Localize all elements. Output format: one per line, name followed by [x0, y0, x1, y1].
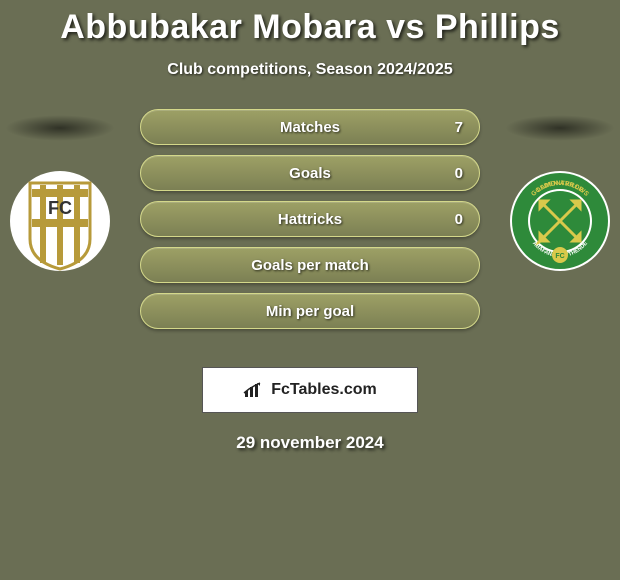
- stat-row-matches: Matches 7: [140, 109, 480, 145]
- stat-label: Goals: [289, 165, 331, 182]
- stat-right-value: 0: [455, 211, 463, 228]
- comparison-subtitle: Club competitions, Season 2024/2025: [0, 61, 620, 79]
- stat-right-value: 0: [455, 165, 463, 182]
- attribution-text: FcTables.com: [271, 381, 377, 399]
- left-player-column: FC: [0, 109, 120, 271]
- left-badge-icon: FC: [10, 171, 110, 271]
- svg-text:FC: FC: [555, 253, 564, 260]
- attribution-badge: FcTables.com: [202, 367, 418, 413]
- svg-text:FC: FC: [48, 198, 72, 218]
- bar-chart-icon: [243, 381, 265, 399]
- comparison-content: FC: [0, 109, 620, 349]
- stat-row-goals-per-match: Goals per match: [140, 247, 480, 283]
- comparison-title: Abbubakar Mobara vs Phillips: [0, 0, 620, 47]
- stat-label: Matches: [280, 119, 340, 136]
- player-shadow: [505, 115, 615, 141]
- right-player-column: LAMONTVILLE GOLDEN ARROWS ABAFANA BES'TH…: [500, 109, 620, 271]
- stat-label: Min per goal: [266, 303, 354, 320]
- stat-row-goals: Goals 0: [140, 155, 480, 191]
- player-shadow: [5, 115, 115, 141]
- stat-label: Goals per match: [251, 257, 369, 274]
- right-team-badge: LAMONTVILLE GOLDEN ARROWS ABAFANA BES'TH…: [510, 171, 610, 271]
- stat-right-value: 7: [455, 119, 463, 136]
- stat-row-min-per-goal: Min per goal: [140, 293, 480, 329]
- left-team-badge: FC: [10, 171, 110, 271]
- right-badge-icon: LAMONTVILLE GOLDEN ARROWS ABAFANA BES'TH…: [510, 171, 610, 271]
- comparison-date: 29 november 2024: [0, 433, 620, 453]
- stats-bars: Matches 7 Goals 0 Hattricks 0 Goals per …: [140, 109, 480, 329]
- stat-row-hattricks: Hattricks 0: [140, 201, 480, 237]
- stat-label: Hattricks: [278, 211, 342, 228]
